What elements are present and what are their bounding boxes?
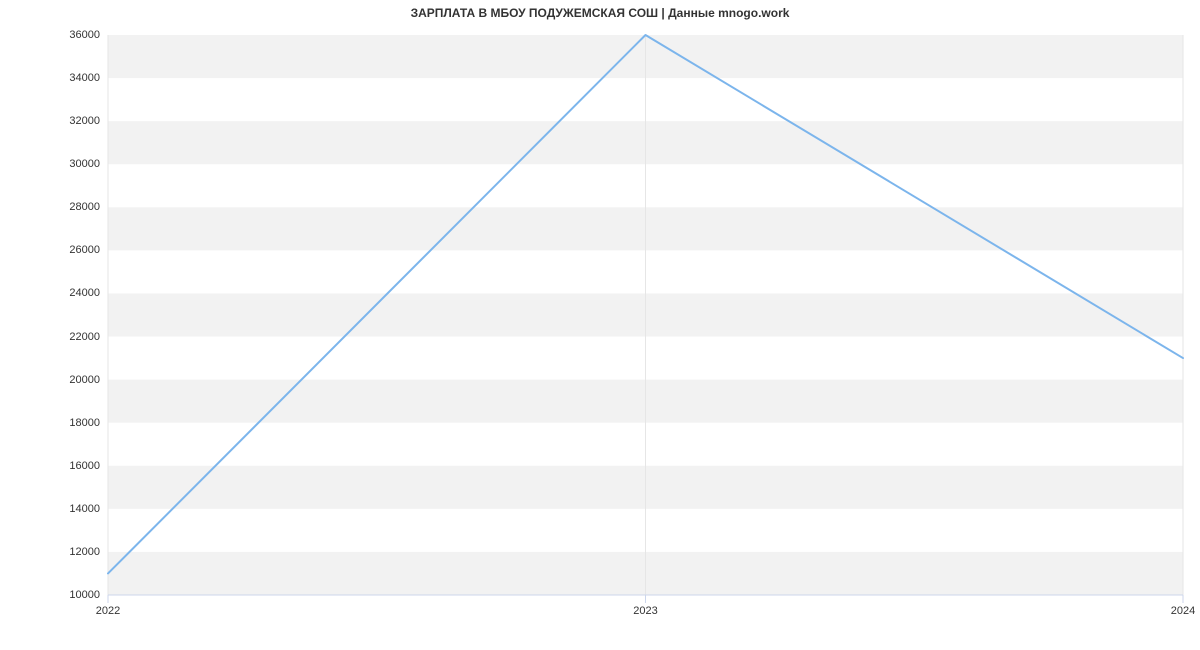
- y-tick-label: 26000: [0, 244, 100, 256]
- y-tick-label: 14000: [0, 503, 100, 515]
- y-tick-label: 32000: [0, 115, 100, 127]
- y-tick-label: 34000: [0, 72, 100, 84]
- y-tick-label: 30000: [0, 158, 100, 170]
- plot-area: [108, 35, 1183, 595]
- x-tick-label: 2024: [1171, 605, 1195, 617]
- y-tick-label: 24000: [0, 287, 100, 299]
- y-tick-label: 22000: [0, 331, 100, 343]
- chart-svg: [108, 35, 1183, 595]
- x-tick-label: 2022: [96, 605, 120, 617]
- y-tick-label: 10000: [0, 589, 100, 601]
- chart-title: ЗАРПЛАТА В МБОУ ПОДУЖЕМСКАЯ СОШ | Данные…: [0, 6, 1200, 20]
- y-tick-label: 36000: [0, 29, 100, 41]
- y-tick-label: 28000: [0, 201, 100, 213]
- x-tick-label: 2023: [633, 605, 657, 617]
- y-tick-label: 18000: [0, 417, 100, 429]
- y-tick-label: 16000: [0, 460, 100, 472]
- chart-container: ЗАРПЛАТА В МБОУ ПОДУЖЕМСКАЯ СОШ | Данные…: [0, 0, 1200, 650]
- y-tick-label: 12000: [0, 546, 100, 558]
- y-tick-label: 20000: [0, 374, 100, 386]
